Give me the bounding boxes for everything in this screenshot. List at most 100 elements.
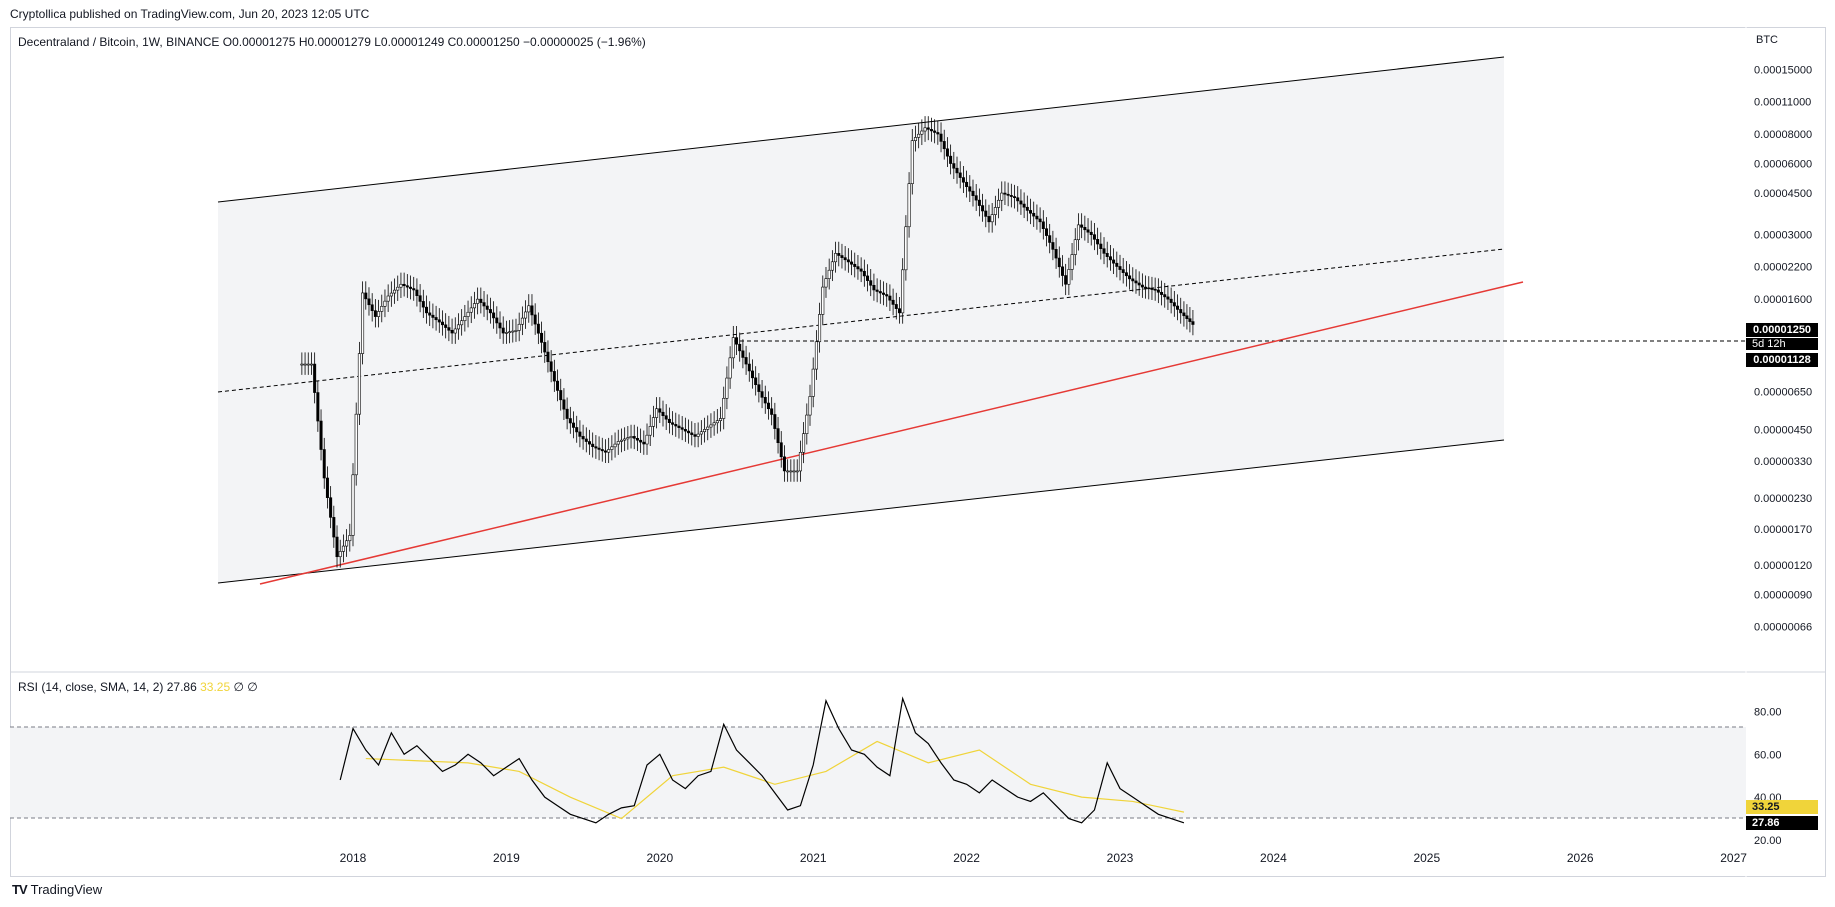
candle bbox=[1003, 192, 1007, 195]
candle bbox=[1041, 221, 1045, 230]
price-tick-label: 0.00000330 bbox=[1754, 456, 1812, 468]
rsi-ma-line[interactable] bbox=[365, 740, 1185, 820]
candle bbox=[405, 285, 409, 288]
candle bbox=[428, 312, 432, 316]
candle bbox=[715, 420, 719, 424]
candle bbox=[1038, 218, 1042, 223]
candle bbox=[1188, 318, 1192, 322]
channel-mid-line[interactable] bbox=[217, 248, 1505, 393]
candle bbox=[562, 399, 566, 410]
candle bbox=[958, 172, 962, 178]
candle bbox=[1022, 203, 1026, 208]
rsi-ma-tag: 33.25 bbox=[1746, 800, 1818, 814]
rsi-tick-label: 80.00 bbox=[1754, 706, 1782, 718]
candle bbox=[482, 302, 486, 307]
candle bbox=[607, 449, 611, 453]
time-axis[interactable]: 2018 2019 2020 2021 2022 2023 2024 2025 2026 2027 bbox=[340, 851, 1748, 865]
chart-frame bbox=[10, 27, 1826, 877]
candle bbox=[754, 377, 758, 386]
candle bbox=[926, 127, 930, 130]
candle bbox=[1163, 294, 1167, 298]
candle bbox=[920, 130, 924, 135]
candle bbox=[1092, 234, 1096, 240]
candle bbox=[888, 295, 892, 301]
candle bbox=[568, 418, 572, 424]
candle bbox=[559, 390, 563, 401]
candle bbox=[1102, 248, 1106, 254]
price-tick-label: 0.00000650 bbox=[1754, 387, 1812, 399]
candle bbox=[361, 292, 365, 354]
candle bbox=[1054, 249, 1058, 259]
candle bbox=[536, 323, 540, 334]
candle bbox=[396, 286, 400, 291]
candle bbox=[632, 436, 636, 439]
candle bbox=[479, 298, 483, 303]
candle bbox=[642, 441, 646, 445]
candle bbox=[747, 363, 751, 372]
price-tick-label: 0.00008000 bbox=[1754, 129, 1812, 141]
candle bbox=[690, 432, 694, 435]
candle bbox=[357, 353, 361, 415]
candle bbox=[453, 328, 457, 334]
time-tick-label: 2020 bbox=[646, 851, 673, 865]
price-axis[interactable]: 0.00015000 0.00011000 0.00008000 0.00006000… bbox=[1754, 65, 1812, 634]
candle bbox=[431, 314, 435, 318]
candle bbox=[706, 426, 710, 430]
candle bbox=[770, 408, 774, 415]
rsi-line[interactable] bbox=[339, 696, 1185, 824]
candle bbox=[894, 304, 898, 309]
candle bbox=[789, 470, 793, 473]
price-tick-label: 0.00000066 bbox=[1754, 621, 1812, 633]
candle bbox=[693, 434, 697, 437]
candle bbox=[309, 363, 313, 366]
time-tick-label: 2026 bbox=[1567, 851, 1594, 865]
candle bbox=[1057, 257, 1061, 268]
candle bbox=[728, 357, 732, 379]
candle bbox=[853, 263, 857, 267]
channel-lower-line[interactable] bbox=[217, 439, 1505, 584]
red-trend-line[interactable] bbox=[259, 281, 1524, 585]
time-tick-label: 2018 bbox=[340, 851, 367, 865]
candle bbox=[447, 327, 451, 331]
candle bbox=[805, 414, 809, 434]
candle bbox=[683, 429, 687, 432]
candle bbox=[380, 306, 384, 312]
candle bbox=[581, 436, 585, 440]
candle bbox=[540, 332, 544, 343]
price-tick-label: 0.00000450 bbox=[1754, 424, 1812, 436]
candle bbox=[913, 137, 917, 141]
tradingview-brand[interactable]: TV TradingView bbox=[12, 882, 102, 897]
candle bbox=[766, 402, 770, 410]
candle bbox=[1019, 200, 1023, 205]
candle bbox=[1048, 235, 1052, 243]
rsi-legend[interactable]: RSI (14, close, SMA, 14, 2) 27.86 33.25 … bbox=[18, 680, 258, 694]
candle bbox=[936, 132, 940, 135]
candle bbox=[792, 470, 796, 473]
candle bbox=[386, 295, 390, 302]
candle bbox=[910, 140, 914, 184]
candle bbox=[498, 322, 502, 329]
candle bbox=[824, 278, 828, 288]
rsi-legend-ma: 33.25 bbox=[200, 680, 231, 694]
candle bbox=[725, 377, 729, 399]
rsi-tick-label: 20.00 bbox=[1754, 835, 1782, 847]
candle bbox=[402, 283, 406, 286]
candle bbox=[373, 310, 377, 317]
candle bbox=[901, 269, 905, 314]
candle bbox=[795, 470, 799, 473]
candle bbox=[1182, 312, 1186, 317]
candle bbox=[354, 413, 358, 476]
candle bbox=[616, 441, 620, 445]
symbol-legend[interactable]: Decentraland / Bitcoin, 1W, BINANCE O0.0… bbox=[18, 35, 646, 49]
candle bbox=[501, 327, 505, 334]
candle bbox=[917, 133, 921, 138]
candle bbox=[1185, 315, 1189, 319]
candle bbox=[798, 452, 802, 472]
candle bbox=[866, 275, 870, 281]
channel-upper-line[interactable] bbox=[217, 56, 1505, 203]
candle bbox=[603, 450, 607, 453]
candle bbox=[594, 446, 598, 449]
candle bbox=[1112, 259, 1116, 264]
candle bbox=[687, 430, 691, 434]
